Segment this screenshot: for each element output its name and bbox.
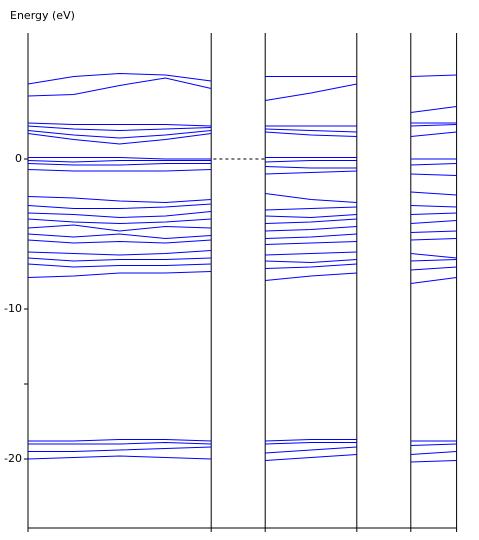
band: [27, 163, 212, 166]
band: [27, 77, 212, 97]
y-tick-label: 0: [15, 152, 22, 165]
band: [410, 205, 457, 208]
band: [265, 446, 357, 454]
band: [410, 173, 457, 176]
band: [265, 170, 357, 175]
y-tick-label: -20: [4, 452, 22, 465]
band: [410, 460, 457, 463]
band: [265, 214, 357, 219]
band: [265, 218, 357, 224]
band: [265, 233, 357, 239]
band: [28, 157, 212, 160]
band: [265, 251, 357, 256]
band: [27, 72, 212, 85]
band: [27, 125, 212, 132]
band: [265, 206, 357, 211]
band: [265, 454, 357, 461]
band: [410, 253, 457, 259]
band: [410, 443, 457, 446]
band: [265, 241, 357, 245]
band: [265, 160, 357, 163]
band: [265, 272, 357, 281]
band: [27, 263, 212, 268]
band: [265, 166, 357, 169]
band: [27, 169, 212, 172]
band: [410, 131, 457, 137]
band: [410, 163, 457, 166]
band: [265, 439, 357, 442]
band: [265, 263, 357, 269]
band: [27, 211, 212, 219]
band: [410, 230, 457, 233]
band: [410, 191, 457, 196]
band: [27, 133, 212, 145]
band: [27, 130, 212, 139]
band: [265, 259, 357, 264]
y-axis-label: Energy (eV): [10, 9, 75, 22]
band: [265, 131, 357, 137]
band: [410, 124, 457, 127]
band: [410, 451, 457, 455]
band: [27, 455, 212, 460]
band: [410, 74, 457, 77]
band: [410, 238, 457, 241]
band: [265, 226, 357, 232]
band: [27, 257, 212, 262]
band: [28, 439, 212, 442]
band: [265, 442, 357, 445]
band: [27, 233, 212, 240]
band: [27, 218, 212, 225]
band: [28, 446, 212, 452]
band: [27, 203, 212, 209]
band: [410, 277, 457, 284]
band: [410, 266, 457, 271]
band: [27, 239, 212, 244]
band: [410, 212, 457, 215]
band: [27, 224, 212, 232]
band: [27, 271, 212, 278]
y-tick-label: -10: [4, 302, 22, 315]
band: [265, 128, 357, 133]
band: [410, 106, 457, 113]
band: [265, 193, 357, 203]
band: [27, 196, 212, 204]
band: [410, 259, 457, 262]
band: [27, 160, 212, 163]
band: [27, 122, 212, 127]
band: [28, 441, 212, 445]
band: [265, 83, 357, 101]
band: [410, 220, 457, 224]
band: [27, 250, 212, 256]
